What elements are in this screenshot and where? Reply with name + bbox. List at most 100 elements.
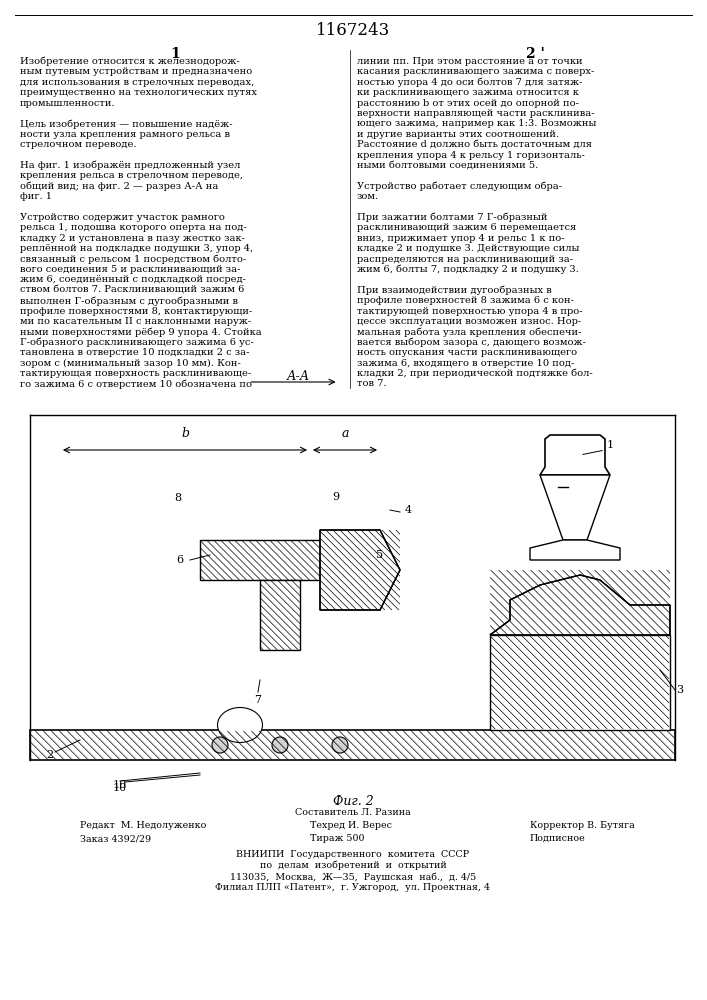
Text: Филиал ПЛП «Патент»,  г. Ужгород,  ул. Проектная, 4: Филиал ПЛП «Патент», г. Ужгород, ул. Про…	[216, 883, 491, 892]
Text: 1167243: 1167243	[316, 22, 390, 39]
Text: 9: 9	[332, 492, 339, 502]
Text: 3: 3	[677, 685, 684, 695]
Text: Заказ 4392/29: Заказ 4392/29	[80, 834, 151, 843]
Text: 113035,  Москва,  Ж—35,  Раушская  наб.,  д. 4/5: 113035, Москва, Ж—35, Раушская наб., д. …	[230, 872, 476, 882]
Text: фиг. 1: фиг. 1	[20, 192, 52, 201]
Circle shape	[272, 737, 288, 753]
Text: крепления упора 4 к рельсу 1 горизонталь-: крепления упора 4 к рельсу 1 горизонталь…	[357, 151, 585, 160]
Text: Расстояние d должно быть достаточным для: Расстояние d должно быть достаточным для	[357, 140, 592, 149]
Text: Подписное: Подписное	[530, 834, 586, 843]
Text: вниз, прижимает упор 4 и рельс 1 к по-: вниз, прижимает упор 4 и рельс 1 к по-	[357, 234, 565, 243]
Text: по  делам  изобретений  и  открытий: по делам изобретений и открытий	[259, 861, 446, 870]
Text: профиле поверхностями 8, контактирующи-: профиле поверхностями 8, контактирующи-	[20, 307, 252, 316]
Polygon shape	[540, 435, 610, 475]
Text: и другие варианты этих соотношений.: и другие варианты этих соотношений.	[357, 130, 559, 139]
Text: ми по касательным II с наклонными наруж-: ми по касательным II с наклонными наруж-	[20, 317, 251, 326]
Polygon shape	[260, 580, 300, 650]
Text: Устройство работает следующим обра-: Устройство работает следующим обра-	[357, 182, 562, 191]
Text: ными болтовыми соединениями 5.: ными болтовыми соединениями 5.	[357, 161, 538, 170]
Text: 10: 10	[113, 783, 127, 793]
Text: тов 7.: тов 7.	[357, 379, 387, 388]
Polygon shape	[530, 540, 620, 560]
Text: А-А: А-А	[287, 370, 310, 383]
Text: 5: 5	[376, 550, 384, 560]
Text: линии пп. При этом расстояние а от точки: линии пп. При этом расстояние а от точки	[357, 57, 583, 66]
Text: зажима 6, входящего в отверстие 10 под-: зажима 6, входящего в отверстие 10 под-	[357, 359, 574, 368]
Text: вается выбором зазора с, дающего возмож-: вается выбором зазора с, дающего возмож-	[357, 338, 586, 347]
Polygon shape	[200, 540, 320, 580]
Text: ющего зажима, например как 1:3. Возможны: ющего зажима, например как 1:3. Возможны	[357, 119, 597, 128]
Text: 2: 2	[47, 750, 54, 760]
Text: тактирующая поверхность расклинивающе-: тактирующая поверхность расклинивающе-	[20, 369, 251, 378]
Polygon shape	[320, 530, 400, 610]
Text: 2 ': 2 '	[525, 47, 544, 61]
Text: касания расклинивающего зажима с поверх-: касания расклинивающего зажима с поверх-	[357, 67, 595, 76]
Text: распределяются на расклинивающий за-: распределяются на расклинивающий за-	[357, 255, 573, 264]
Text: ки расклинивающего зажима относится к: ки расклинивающего зажима относится к	[357, 88, 579, 97]
Text: тактирующей поверхностью упора 4 в про-: тактирующей поверхностью упора 4 в про-	[357, 307, 583, 316]
Polygon shape	[30, 730, 675, 760]
Text: профиле поверхностей 8 зажима 6 с кон-: профиле поверхностей 8 зажима 6 с кон-	[357, 296, 574, 305]
Text: цессе эксплуатации возможен износ. Нор-: цессе эксплуатации возможен износ. Нор-	[357, 317, 581, 326]
Text: ным путевым устройствам и предназначено: ным путевым устройствам и предназначено	[20, 67, 252, 76]
Text: для использования в стрелочных переводах,: для использования в стрелочных переводах…	[20, 78, 255, 87]
Ellipse shape	[218, 708, 262, 742]
Text: жим 6, болты 7, подкладку 2 и подушку 3.: жим 6, болты 7, подкладку 2 и подушку 3.	[357, 265, 579, 274]
Text: При зажатии болтами 7 Г-образный: При зажатии болтами 7 Г-образный	[357, 213, 547, 223]
Text: Устройство содержит участок рамного: Устройство содержит участок рамного	[20, 213, 225, 222]
Text: Корректор В. Бутяга: Корректор В. Бутяга	[530, 821, 635, 830]
Text: ность опускания части расклинивающего: ность опускания части расклинивающего	[357, 348, 577, 357]
Text: тановлена в отверстие 10 подкладки 2 с за-: тановлена в отверстие 10 подкладки 2 с з…	[20, 348, 250, 357]
Text: Составитель Л. Разина: Составитель Л. Разина	[295, 808, 411, 817]
Text: 7: 7	[255, 695, 262, 705]
Circle shape	[212, 737, 228, 753]
Text: ности узла крепления рамного рельса в: ности узла крепления рамного рельса в	[20, 130, 230, 139]
Text: На фиг. 1 изображён предложенный узел: На фиг. 1 изображён предложенный узел	[20, 161, 240, 170]
Text: 4: 4	[404, 505, 411, 515]
Text: преимущественно на технологических путях: преимущественно на технологических путях	[20, 88, 257, 97]
Text: Фиг. 2: Фиг. 2	[333, 795, 374, 808]
Text: расстоянию b от этих осей до опорной по-: расстоянию b от этих осей до опорной по-	[357, 99, 579, 108]
Text: го зажима 6 с отверстием 10 обозначена по: го зажима 6 с отверстием 10 обозначена п…	[20, 379, 252, 389]
Circle shape	[332, 737, 348, 753]
Text: Редакт  М. Недолуженко: Редакт М. Недолуженко	[80, 821, 206, 830]
Text: вого соединения 5 и расклинивающий за-: вого соединения 5 и расклинивающий за-	[20, 265, 240, 274]
Text: крепления рельса в стрелочном переводе,: крепления рельса в стрелочном переводе,	[20, 171, 243, 180]
Text: жим 6, соединённый с подкладкой посред-: жим 6, соединённый с подкладкой посред-	[20, 275, 246, 284]
Text: мальная работа узла крепления обеспечи-: мальная работа узла крепления обеспечи-	[357, 327, 581, 337]
Text: 6: 6	[177, 555, 184, 565]
Text: ством болтов 7. Расклинивающий зажим 6: ством болтов 7. Расклинивающий зажим 6	[20, 286, 245, 295]
Text: ностью упора 4 до оси болтов 7 для затяж-: ностью упора 4 до оси болтов 7 для затяж…	[357, 78, 583, 87]
Polygon shape	[490, 635, 670, 730]
Text: выполнен Г-образным с дугообразными в: выполнен Г-образным с дугообразными в	[20, 296, 238, 306]
Text: 1: 1	[170, 47, 180, 61]
Text: Изобретение относится к железнодорож-: Изобретение относится к железнодорож-	[20, 57, 240, 66]
Text: a: a	[341, 427, 349, 440]
Text: Г-образного расклинивающего зажима 6 ус-: Г-образного расклинивающего зажима 6 ус-	[20, 338, 254, 347]
Text: ными поверхностями рёбер 9 упора 4. Стойка: ными поверхностями рёбер 9 упора 4. Стой…	[20, 327, 262, 337]
Text: Цель изобретения — повышение надёж-: Цель изобретения — повышение надёж-	[20, 119, 233, 129]
Text: реплённой на подкладке подушки 3, упор 4,: реплённой на подкладке подушки 3, упор 4…	[20, 244, 253, 253]
Text: кладке 2 и подушке 3. Действующие силы: кладке 2 и подушке 3. Действующие силы	[357, 244, 579, 253]
Text: 1: 1	[607, 440, 614, 450]
Polygon shape	[540, 475, 610, 540]
Text: расклинивающий зажим 6 перемещается: расклинивающий зажим 6 перемещается	[357, 223, 576, 232]
Text: стрелочном переводе.: стрелочном переводе.	[20, 140, 136, 149]
Text: общий вид; на фиг. 2 — разрез А-А на: общий вид; на фиг. 2 — разрез А-А на	[20, 182, 218, 191]
Text: верхности направляющей части расклинива-: верхности направляющей части расклинива-	[357, 109, 595, 118]
Text: ВНИИПИ  Государственного  комитета  СССР: ВНИИПИ Государственного комитета СССР	[236, 850, 469, 859]
Text: кладки 2, при периодической подтяжке бол-: кладки 2, при периодической подтяжке бол…	[357, 369, 592, 378]
Text: зором с (минимальный зазор 10 мм). Кон-: зором с (минимальный зазор 10 мм). Кон-	[20, 359, 241, 368]
Text: кладку 2 и установлена в пазу жестко зак-: кладку 2 и установлена в пазу жестко зак…	[20, 234, 245, 243]
Text: Тираж 500: Тираж 500	[310, 834, 365, 843]
Text: 8: 8	[175, 493, 182, 503]
Text: 10: 10	[113, 780, 127, 790]
Text: b: b	[181, 427, 189, 440]
Text: связанный с рельсом 1 посредством болто-: связанный с рельсом 1 посредством болто-	[20, 255, 246, 264]
Polygon shape	[490, 575, 670, 635]
Text: Техред И. Верес: Техред И. Верес	[310, 821, 392, 830]
Text: При взаимодействии дугообразных в: При взаимодействии дугообразных в	[357, 286, 551, 295]
Text: рельса 1, подошва которого оперта на под-: рельса 1, подошва которого оперта на под…	[20, 223, 247, 232]
Text: зом.: зом.	[357, 192, 379, 201]
Text: промышленности.: промышленности.	[20, 99, 116, 108]
